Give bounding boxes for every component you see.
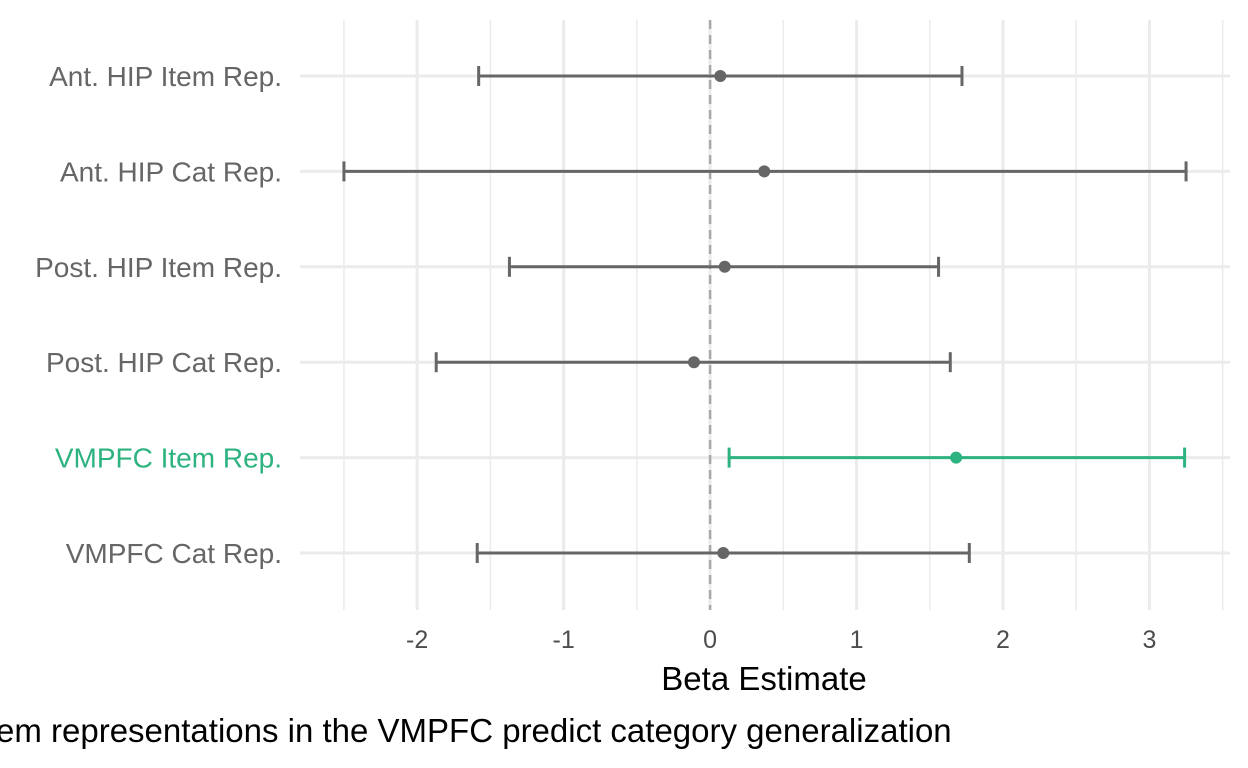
row-label: VMPFC Cat Rep. <box>66 538 282 569</box>
x-axis-tick-labels: -2 -1 0 1 2 3 <box>406 626 1156 654</box>
x-tick-label: 3 <box>1142 626 1156 654</box>
figure-caption: em representations in the VMPFC predict … <box>0 712 952 749</box>
estimate-row: Post. HIP Item Rep. <box>35 252 941 283</box>
estimate-point <box>687 356 700 369</box>
row-label: VMPFC Item Rep. <box>55 443 282 474</box>
estimate-row: VMPFC Cat Rep. <box>66 538 971 569</box>
estimate-point <box>717 547 730 559</box>
x-tick-label: -2 <box>406 626 428 654</box>
estimate-row: Ant. HIP Item Rep. <box>49 61 964 92</box>
estimate-row: VMPFC Item Rep. <box>55 443 1187 474</box>
grid-lines <box>300 20 1230 610</box>
estimate-rows: Ant. HIP Item Rep. Ant. HIP Cat Rep. Post.… <box>35 61 1188 569</box>
row-label: Ant. HIP Cat Rep. <box>60 156 282 187</box>
x-tick-label: 1 <box>850 626 864 654</box>
estimate-point <box>714 70 727 82</box>
row-label: Post. HIP Item Rep. <box>35 252 282 283</box>
x-tick-label: 2 <box>996 626 1010 654</box>
estimate-row: Post. HIP Cat Rep. <box>46 347 952 378</box>
x-tick-label: -1 <box>553 626 575 654</box>
x-axis-title: Beta Estimate <box>661 660 866 697</box>
estimate-row: Ant. HIP Cat Rep. <box>60 156 1188 187</box>
estimate-point <box>950 451 963 464</box>
x-tick-label: 0 <box>703 626 717 654</box>
estimate-point <box>718 260 731 273</box>
estimate-point <box>758 165 771 178</box>
row-label: Ant. HIP Item Rep. <box>49 61 282 92</box>
row-label: Post. HIP Cat Rep. <box>46 347 282 378</box>
